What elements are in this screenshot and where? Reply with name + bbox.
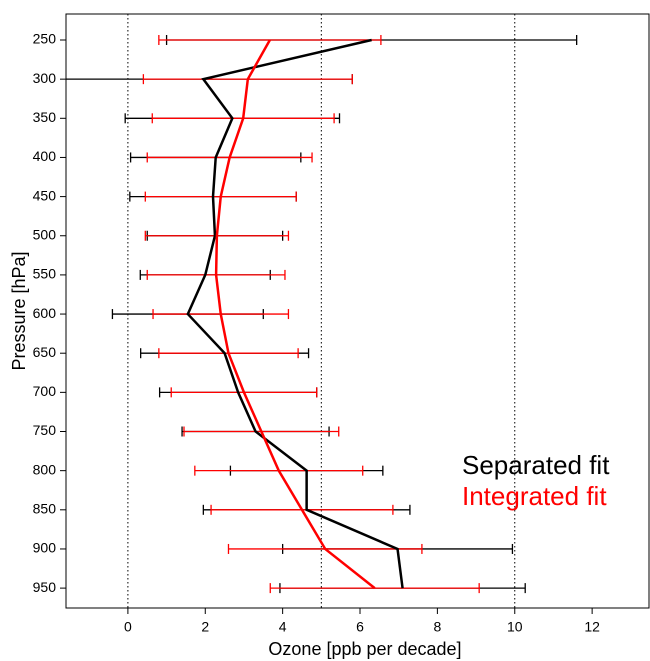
y-tick-label: 550 [33, 266, 57, 282]
y-tick-label: 500 [33, 226, 57, 242]
y-tick-label: 900 [33, 540, 57, 556]
y-axis-title: Pressure [hPa] [9, 251, 29, 370]
x-tick-label: 8 [433, 619, 441, 635]
y-tick-label: 300 [33, 70, 57, 86]
y-tick-label: 800 [33, 461, 57, 477]
x-tick-label: 0 [124, 619, 132, 635]
y-tick-label: 400 [33, 148, 57, 164]
x-tick-label: 2 [201, 619, 209, 635]
y-tick-label: 750 [33, 422, 57, 438]
x-tick-label: 12 [584, 619, 600, 635]
y-tick-label: 700 [33, 383, 57, 399]
x-tick-label: 6 [356, 619, 364, 635]
y-tick-label: 350 [33, 109, 57, 125]
legend-entry: Integrated fit [462, 481, 607, 511]
plot-frame [65, 13, 650, 609]
y-tick-label: 450 [33, 187, 57, 203]
y-tick-label: 950 [33, 579, 57, 595]
x-tick-label: 10 [507, 619, 523, 635]
x-axis-title: Ozone [ppb per decade] [268, 639, 461, 659]
x-tick-label: 4 [279, 619, 287, 635]
profile-line [186, 38, 404, 589]
y-tick-label: 650 [33, 344, 57, 360]
y-tick-label: 250 [33, 31, 57, 47]
y-tick-label: 850 [33, 501, 57, 517]
y-tick-label: 600 [33, 305, 57, 321]
profile-line [214, 39, 376, 590]
legend-entry: Separated fit [462, 450, 610, 480]
